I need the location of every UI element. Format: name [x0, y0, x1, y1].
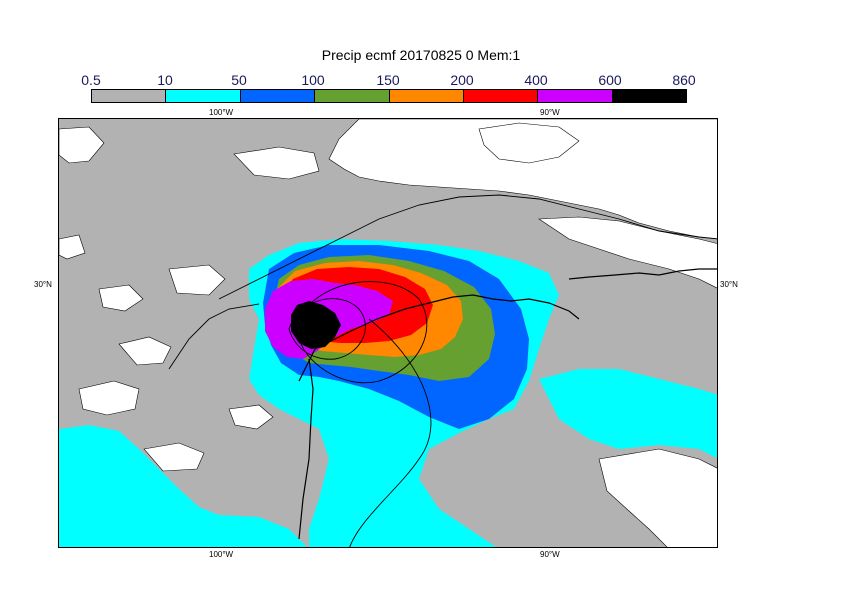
legend-label: 50 [231, 72, 247, 88]
legend-swatch [389, 90, 464, 102]
legend-swatch [463, 90, 539, 102]
no-precip-areas [59, 119, 717, 547]
legend-swatch [92, 90, 167, 102]
legend-label: 0.5 [81, 72, 101, 88]
color-legend-bar [91, 89, 687, 103]
legend-swatch [315, 90, 390, 102]
coastlines [298, 268, 717, 540]
lat-label-left: 30°N [34, 280, 52, 289]
precip-600-area [291, 301, 341, 349]
legend-labels: 0.5 10 50 100 150 200 400 600 860 [0, 72, 842, 90]
storm-track-lines [168, 194, 717, 547]
legend-label: 200 [450, 72, 474, 88]
legend-label: 400 [524, 72, 548, 88]
legend-label: 10 [157, 72, 173, 88]
legend-swatch [538, 90, 613, 102]
lon-label-bottom: 90°W [540, 550, 560, 559]
lon-label-top: 90°W [540, 108, 560, 117]
legend-swatch [612, 90, 686, 102]
chart-title: Precip ecmf 20170825 0 Mem:1 [321, 47, 521, 63]
precip-10-area [59, 425, 307, 547]
precip-10-area [539, 369, 717, 458]
legend-swatch [166, 90, 241, 102]
legend-label: 150 [376, 72, 400, 88]
legend-swatch [240, 90, 316, 102]
lon-label-top: 100°W [209, 108, 234, 117]
legend-label: 600 [598, 72, 622, 88]
legend-label: 100 [301, 72, 325, 88]
map-canvas [59, 119, 717, 547]
precip-map [58, 118, 718, 548]
legend-label: 860 [672, 72, 696, 88]
lon-label-bottom: 100°W [209, 550, 234, 559]
lat-label-right: 30°N [720, 280, 738, 289]
